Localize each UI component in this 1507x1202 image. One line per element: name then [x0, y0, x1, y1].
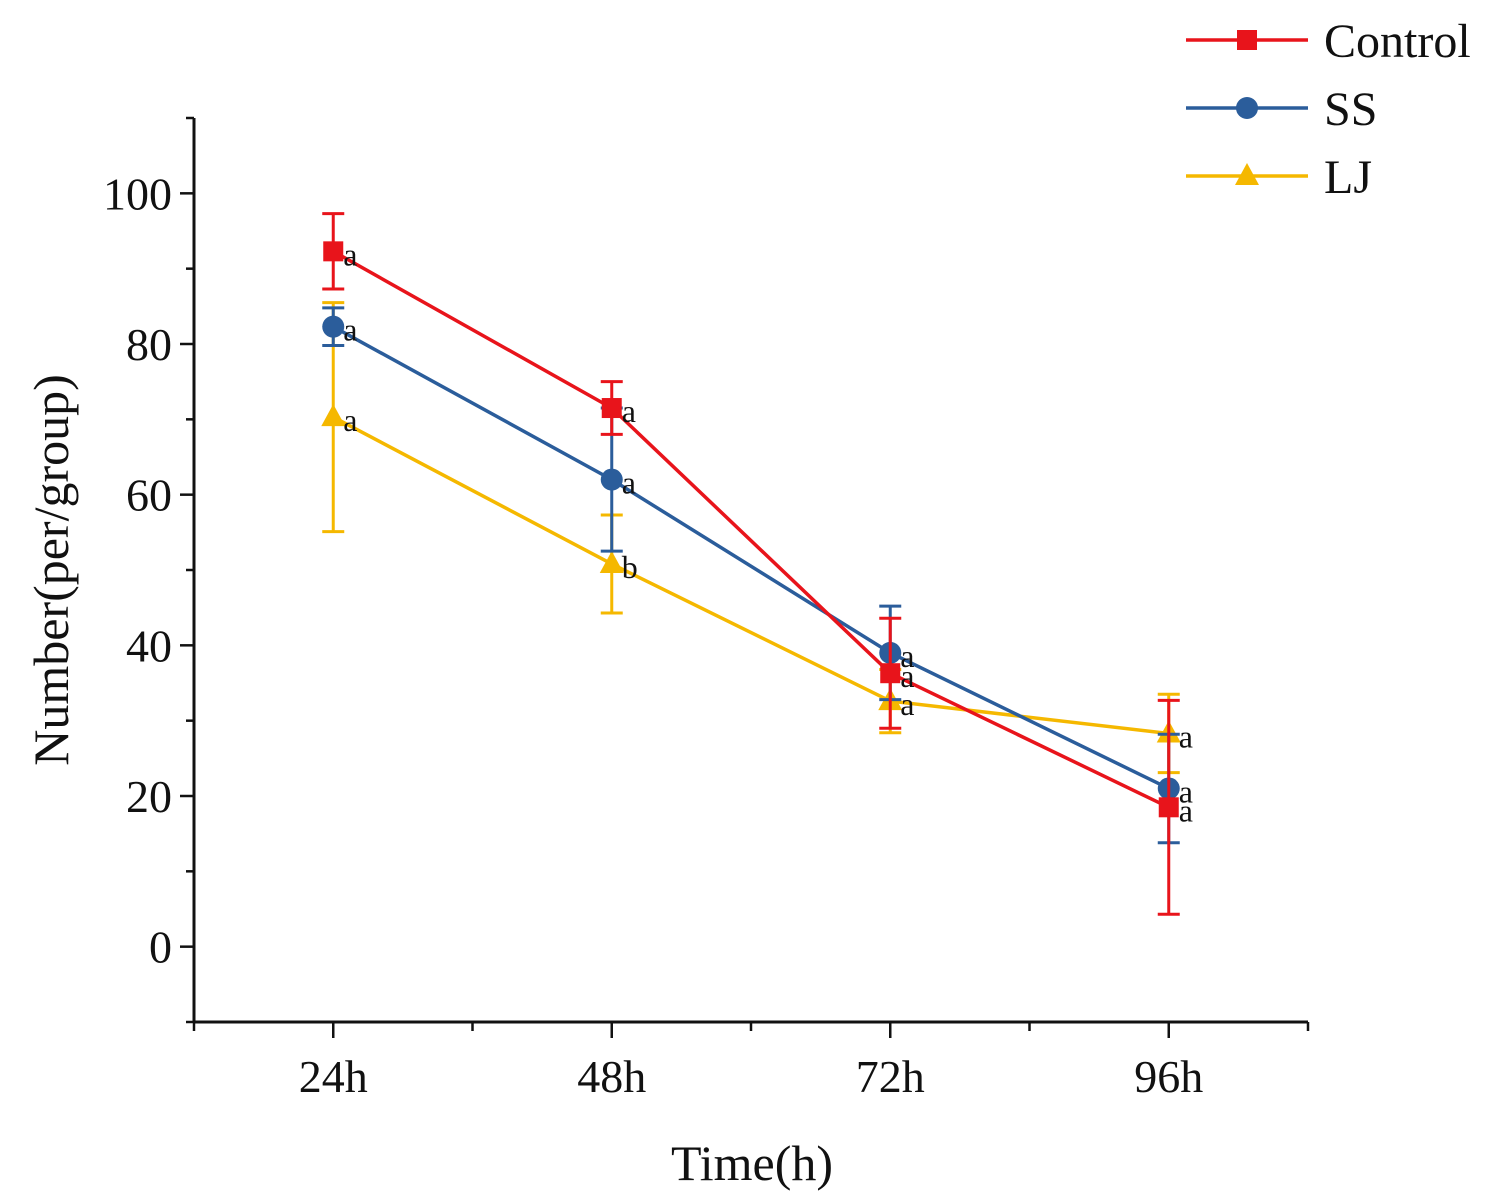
- x-tick-label: 96h: [1134, 1051, 1203, 1102]
- data-point-control: [880, 663, 901, 684]
- significance-label-ss: a: [622, 465, 636, 501]
- legend-label-control: Control: [1324, 15, 1471, 68]
- data-point-control: [601, 398, 622, 419]
- y-tick-label: 60: [126, 470, 172, 521]
- legend: Control SS LJ: [1186, 15, 1471, 204]
- data-point-control: [1158, 797, 1179, 818]
- legend-marker-ss: [1236, 97, 1258, 119]
- significance-label-control: a: [1179, 792, 1193, 828]
- legend-marker-control: [1237, 30, 1257, 50]
- y-axis-title: Number(per/group): [23, 374, 79, 766]
- series-layer: [321, 212, 1181, 916]
- x-tick-label: 72h: [856, 1051, 925, 1102]
- significance-label-lj: a: [343, 402, 357, 438]
- significance-label-lj: a: [1179, 718, 1193, 754]
- data-point-ss: [600, 468, 623, 491]
- data-point-ss: [322, 315, 345, 338]
- significance-label-control: a: [622, 393, 636, 429]
- y-tick-label: 20: [126, 771, 172, 822]
- significance-label-lj: a: [900, 686, 914, 722]
- significance-label-control: a: [343, 236, 357, 272]
- data-point-lj: [321, 404, 346, 427]
- significance-label-ss: a: [343, 312, 357, 348]
- x-axis-title: Time(h): [671, 1135, 833, 1191]
- significance-label-control: a: [900, 658, 914, 694]
- y-tick-label: 80: [126, 319, 172, 370]
- data-point-control: [323, 241, 344, 262]
- legend-label-ss: SS: [1324, 83, 1377, 136]
- significance-label-ss: a: [1179, 773, 1193, 809]
- y-tick-label: 100: [103, 168, 172, 219]
- series-line-lj: [332, 415, 1169, 736]
- x-tick-label: 24h: [299, 1051, 368, 1102]
- legend-marker-lj: [1235, 163, 1259, 185]
- legend-label-lj: LJ: [1324, 151, 1372, 204]
- significance-label-lj: b: [622, 549, 638, 585]
- series-line-ss: [332, 325, 1170, 791]
- x-tick-label: 48h: [577, 1051, 646, 1102]
- y-tick-label: 0: [149, 922, 172, 973]
- significance-label-ss: a: [900, 638, 914, 674]
- series-line-control: [332, 249, 1170, 809]
- data-point-lj: [599, 550, 624, 573]
- axes: 0 20 40 60 80 100 24h 48h 72h 96h: [103, 116, 1310, 1102]
- y-tick-label: 40: [126, 620, 172, 671]
